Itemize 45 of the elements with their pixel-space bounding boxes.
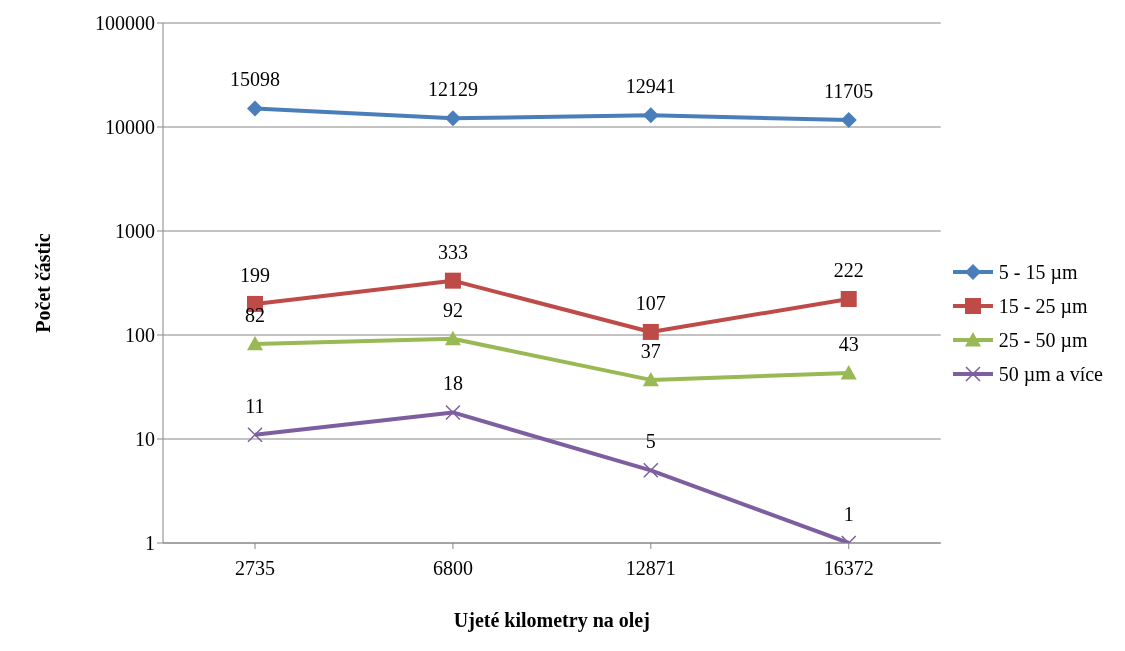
point — [445, 404, 461, 421]
point — [643, 462, 659, 479]
data-label: 222 — [833, 258, 864, 281]
data-label: 15098 — [230, 68, 280, 91]
x-tick-label: 12871 — [625, 557, 676, 580]
data-label: 199 — [240, 263, 270, 286]
y-axis-title: Počet částic — [32, 233, 55, 333]
data-label: 92 — [442, 298, 463, 321]
data-label: 333 — [437, 240, 468, 263]
data-label: 43 — [838, 333, 859, 356]
point — [247, 335, 263, 351]
point — [642, 323, 659, 340]
x-tick-label: 2735 — [235, 557, 275, 580]
data-label: 12941 — [625, 75, 676, 98]
legend-label: 25 - 50 µm — [998, 328, 1088, 352]
y-tick-label: 100 — [125, 324, 155, 347]
data-label: 11 — [245, 394, 265, 417]
legend-label: 15 - 25 µm — [998, 294, 1088, 318]
legend-label: 5 - 15 µm — [998, 260, 1078, 284]
data-label: 12129 — [427, 78, 478, 101]
point — [840, 111, 857, 128]
x-tick-label: 16372 — [823, 557, 874, 580]
data-label: 18 — [442, 372, 463, 395]
point — [444, 110, 461, 127]
data-label: 5 — [645, 430, 656, 453]
point — [840, 365, 857, 380]
y-tick-label: 10000 — [105, 116, 155, 139]
data-label: 11705 — [824, 79, 874, 102]
point — [444, 272, 461, 289]
y-tick-label: 1000 — [115, 220, 155, 243]
x-axis-title: Ujeté kilometry na olej — [453, 609, 650, 633]
legend-label: 50 µm a více — [998, 362, 1103, 386]
x-tick-label: 6800 — [432, 557, 473, 580]
point — [642, 371, 659, 387]
y-tick-label: 1 — [145, 532, 155, 555]
point — [840, 290, 857, 307]
data-label: 107 — [635, 291, 666, 314]
point — [247, 100, 263, 117]
point — [642, 107, 659, 124]
y-tick-label: 10 — [135, 428, 155, 451]
data-label: 37 — [640, 339, 661, 362]
y-tick-label: 100000 — [95, 12, 155, 35]
point — [444, 330, 461, 346]
point — [247, 426, 263, 443]
data-label: 1 — [843, 503, 854, 525]
